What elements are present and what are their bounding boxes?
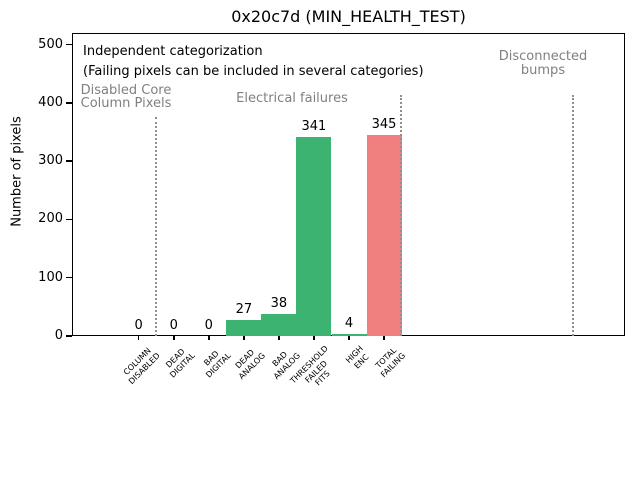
y-tick-label: 200	[38, 211, 63, 227]
x-tick-label-high-enc: HIGH ENC	[344, 344, 371, 371]
y-tick	[66, 218, 72, 221]
plot-area	[72, 33, 625, 336]
bar-dead-analog	[226, 320, 262, 336]
annotation-disconnected-bumps: Disconnected bumps	[498, 49, 588, 78]
bar-threshold-failed-fits	[296, 137, 332, 336]
bar-value-label-dead-digital: 0	[169, 318, 178, 333]
y-tick	[66, 335, 72, 337]
annotation-independent-categorization: Independent categorization	[83, 44, 263, 59]
annotation-disabled-core-column-pixels: Disabled Core Column Pixels	[80, 83, 172, 111]
x-tick	[243, 336, 245, 340]
y-tick	[66, 102, 72, 104]
y-tick-label: 300	[38, 153, 63, 169]
y-tick	[66, 43, 72, 46]
x-tick	[173, 336, 175, 340]
bar-value-label-bad-digital: 0	[204, 318, 213, 333]
bar-value-label-threshold-failed-fits: 341	[301, 119, 327, 135]
bar-value-label-total-failing: 345	[371, 116, 397, 132]
x-tick	[313, 336, 315, 340]
x-tick-label-dead-analog: DEAD ANALOG	[233, 347, 267, 381]
x-tick	[348, 336, 350, 340]
bar-value-label-high-enc: 4	[344, 315, 354, 331]
y-tick-label: 500	[38, 36, 63, 52]
chart-title: 0x20c7d (MIN_HEALTH_TEST)	[231, 7, 466, 26]
y-tick-label: 400	[38, 94, 63, 110]
bar-value-label-bad-analog: 38	[270, 295, 288, 311]
x-tick-label-column-disabled: COLUMN DISABLED	[122, 346, 162, 386]
bar-value-label-dead-analog: 27	[235, 302, 253, 318]
separator-line-3	[572, 95, 574, 336]
x-tick-label-dead-digital: DEAD DIGITAL	[164, 346, 197, 380]
separator-line-1	[155, 117, 157, 336]
y-tick-label: 0	[54, 328, 63, 343]
y-tick-label: 100	[38, 269, 63, 285]
annotation-electrical-failures: Electrical failures	[236, 91, 348, 106]
annotation-failing-pixels-note: (Failing pixels can be included in sever…	[83, 64, 424, 79]
y-tick	[66, 276, 72, 279]
bar-value-label-column-disabled: 0	[134, 318, 143, 333]
bar-bad-analog	[261, 313, 297, 336]
x-tick	[208, 336, 210, 340]
x-tick-label-total-failing: TOTAL FAILING	[374, 345, 408, 379]
x-tick	[383, 336, 385, 340]
x-tick	[137, 336, 140, 340]
bar-total-failing	[366, 134, 402, 336]
y-tick	[66, 160, 72, 162]
separator-line-2	[400, 95, 402, 336]
bar-high-enc	[331, 333, 367, 336]
x-tick-label-bad-digital: BAD DIGITAL	[201, 349, 232, 380]
x-tick	[278, 336, 280, 340]
